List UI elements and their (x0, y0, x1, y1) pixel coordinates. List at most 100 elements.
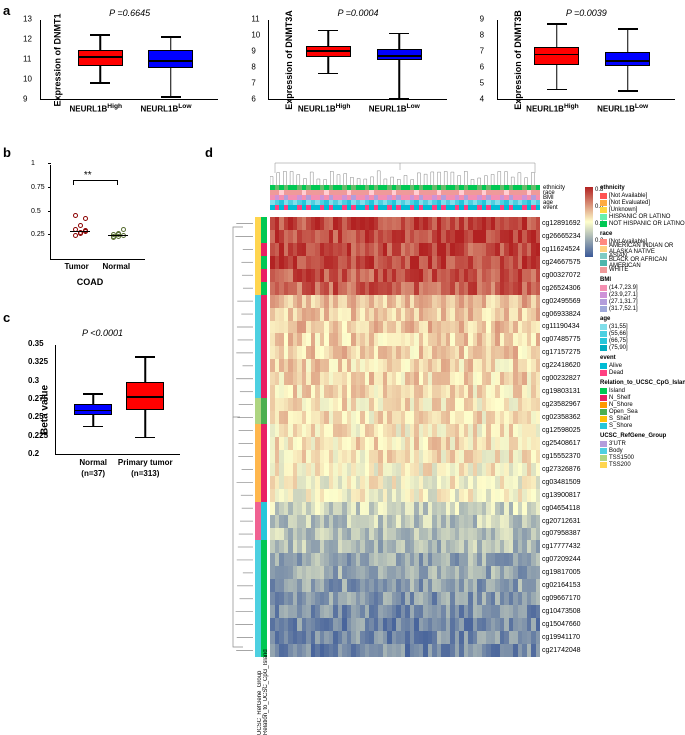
boxplot (74, 345, 112, 455)
median-line (148, 60, 193, 62)
y-tick: 11 (23, 55, 31, 64)
heatmap-row (270, 346, 540, 359)
panel-c-label: c (3, 310, 10, 325)
y-tick: 10 (23, 75, 32, 84)
row-label: cg02495569 (542, 295, 581, 308)
row-label: cg13900817 (542, 489, 581, 502)
y-tick: 0.325 (28, 357, 48, 366)
legend-item: (14.7,23.9] (600, 284, 685, 291)
x-label: Normal (63, 458, 123, 467)
scatter-point (73, 213, 78, 218)
boxplot-chart: Expression of DNMT3BP =0.0039456789NEURL… (497, 20, 675, 100)
row-label: cg19941170 (542, 631, 581, 644)
heatmap-row (270, 579, 540, 592)
legend-title: Relation_to_UCSC_CpG_Island (600, 380, 685, 386)
panel-c-ylabel: Beta value (40, 385, 51, 435)
legend-block: Relation_to_UCSC_CpG_IslandIslandN_Shelf… (600, 380, 685, 429)
heatmap-row (270, 321, 540, 334)
heatmap-row (270, 372, 540, 385)
row-label: cg11624524 (542, 243, 581, 256)
heatmap-row (270, 592, 540, 605)
legend-item: Dead (600, 369, 685, 376)
boxplot (126, 345, 164, 455)
boxplot (78, 20, 123, 100)
heatmap-row (270, 566, 540, 579)
legend-item: [Unknown] (600, 206, 685, 213)
heatmap-row (270, 269, 540, 282)
heatmap-row (270, 631, 540, 644)
boxplot (377, 20, 422, 100)
y-tick: 0.3 (28, 376, 39, 385)
y-tick: 5 (480, 79, 484, 88)
boxplot (306, 20, 351, 100)
box-body (78, 50, 123, 66)
anno-label: event (543, 205, 558, 211)
legend-item: (27.1,31.7] (600, 298, 685, 305)
heatmap-row (270, 553, 540, 566)
legend-block: age(31,55](55,66](66,75](75,90] (600, 316, 685, 351)
row-label: cg22418620 (542, 359, 581, 372)
legend-title: UCSC_RefGene_Group (600, 433, 685, 439)
scatter-point (73, 233, 78, 238)
row-label: cg26524306 (542, 282, 581, 295)
boxplot (534, 20, 579, 100)
legend-item: TSS200 (600, 461, 685, 468)
row-label: cg11190434 (542, 321, 581, 334)
row-label: cg17157275 (542, 346, 581, 359)
y-tick: 6 (251, 95, 255, 104)
x-label: NEURL1BHigh (298, 103, 351, 114)
legend-item: [Not Evaluated] (600, 199, 685, 206)
median-line (605, 60, 650, 62)
row-label: cg06933824 (542, 308, 581, 321)
row-label: cg07485775 (542, 333, 581, 346)
box-body (148, 50, 193, 68)
x-sublabel: (n=37) (63, 469, 123, 478)
y-tick: 8 (480, 31, 484, 40)
legend-item: (66,75] (600, 337, 685, 344)
legend-item: (31,55] (600, 323, 685, 330)
row-label: cg24667575 (542, 256, 581, 269)
panel-a: Expression of DNMT1P =0.6645910111213NEU… (5, 5, 680, 125)
panel-d-label: d (205, 145, 213, 160)
heatmap-row (270, 502, 540, 515)
legend-title: BMI (600, 277, 685, 283)
scatter-point (78, 223, 83, 228)
heatmap (270, 217, 540, 657)
x-label: NEURL1BLow (140, 103, 191, 114)
y-label: Expression of DNMT3B (512, 10, 522, 110)
x-sublabel: (n=313) (115, 469, 175, 478)
heatmap-row (270, 398, 540, 411)
boxplot-chart: Expression of DNMT1P =0.6645910111213NEU… (40, 20, 218, 100)
heatmap-row (270, 515, 540, 528)
legend-block: eventAliveDead (600, 355, 685, 376)
y-tick: 0.5 (31, 208, 41, 215)
heatmap-row (270, 411, 540, 424)
heatmap-row (270, 424, 540, 437)
legend-item: TSS1500 (600, 454, 685, 461)
row-label: cg19803131 (542, 385, 581, 398)
legend-block: race[Not Available]AMERICAN INDIAN OR AL… (600, 231, 685, 273)
scatter-point (83, 216, 88, 221)
legend-item: N_Shelf (600, 394, 685, 401)
legend-item: Island (600, 387, 685, 394)
row-label: cg23582967 (542, 398, 581, 411)
median-line (534, 54, 579, 56)
row-label: cg26665234 (542, 230, 581, 243)
y-tick: 9 (251, 47, 255, 56)
heatmap-row (270, 489, 540, 502)
heatmap-row (270, 463, 540, 476)
y-tick: 12 (23, 35, 32, 44)
legend-item: (55,66] (600, 330, 685, 337)
x-label: NEURL1BLow (369, 103, 420, 114)
y-tick: 0.35 (28, 339, 44, 348)
row-label: cg02358362 (542, 411, 581, 424)
row-label: cg19817005 (542, 566, 581, 579)
row-label: cg27326876 (542, 463, 581, 476)
x-label: NEURL1BHigh (526, 103, 579, 114)
median-line (78, 56, 123, 58)
p-value: P =0.0039 (566, 8, 607, 18)
scatter-point (121, 227, 126, 232)
legend-block: UCSC_RefGene_Group3'UTRBodyTSS1500TSS200 (600, 433, 685, 468)
row-label: cg02164153 (542, 579, 581, 592)
panel-d: ethnicityraceBMIageeventcg12891692cg2666… (220, 155, 680, 685)
